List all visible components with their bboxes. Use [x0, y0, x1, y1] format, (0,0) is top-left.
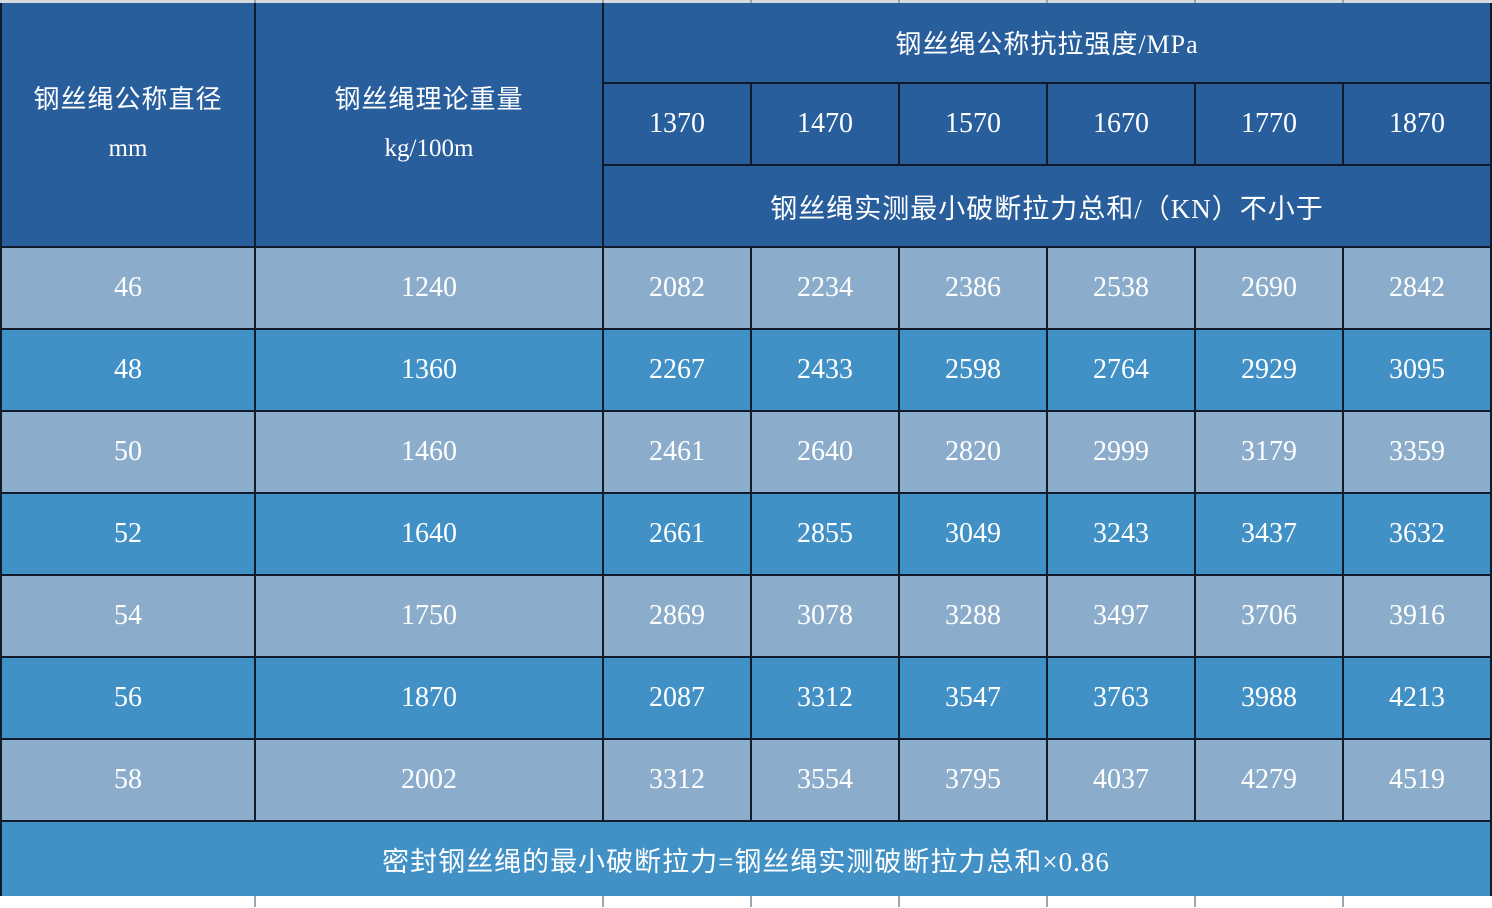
gridline-tick — [1046, 896, 1048, 907]
force-cell: 2234 — [750, 246, 900, 330]
column-header-weight: 钢丝绳理论重量 kg/100m — [254, 3, 604, 248]
diameter-cell: 58 — [0, 738, 256, 822]
force-cell: 2661 — [602, 492, 752, 576]
strength-group-header: 钢丝绳公称抗拉强度/MPa — [602, 3, 1492, 84]
force-cell: 2598 — [898, 328, 1048, 412]
diameter-cell: 56 — [0, 656, 256, 740]
force-cell: 3359 — [1342, 410, 1492, 494]
force-cell: 3243 — [1046, 492, 1196, 576]
diameter-cell: 52 — [0, 492, 256, 576]
gridline-tick — [1342, 896, 1344, 907]
gridline-tick — [750, 896, 752, 907]
force-cell: 3706 — [1194, 574, 1344, 658]
diameter-cell: 48 — [0, 328, 256, 412]
table-row: 48 1360 2267 2433 2598 2764 2929 3095 — [0, 328, 1492, 412]
gridline-tick — [1342, 0, 1344, 3]
weight-cell: 1360 — [254, 328, 604, 412]
table-row: 52 1640 2661 2855 3049 3243 3437 3632 — [0, 492, 1492, 576]
column-header-diameter: 钢丝绳公称直径 mm — [0, 3, 256, 248]
force-cell: 2082 — [602, 246, 752, 330]
gridline-tick — [602, 896, 604, 907]
gridline-tick — [254, 0, 256, 3]
bottom-gridline-strip — [0, 896, 1492, 907]
gridline-tick — [1194, 896, 1196, 907]
force-cell: 2820 — [898, 410, 1048, 494]
diameter-header-unit: mm — [108, 135, 148, 163]
force-cell: 3547 — [898, 656, 1048, 740]
force-cell: 3312 — [602, 738, 752, 822]
force-cell: 2433 — [750, 328, 900, 412]
force-cell: 4037 — [1046, 738, 1196, 822]
wire-rope-spec-table: 钢丝绳公称直径 mm 钢丝绳理论重量 kg/100m 钢丝绳公称抗拉强度/MPa… — [0, 3, 1492, 896]
table-row: 46 1240 2082 2234 2386 2538 2690 2842 — [0, 246, 1492, 330]
diameter-cell: 54 — [0, 574, 256, 658]
force-cell: 3795 — [898, 738, 1048, 822]
force-cell: 3554 — [750, 738, 900, 822]
weight-cell: 1240 — [254, 246, 604, 330]
force-cell: 3078 — [750, 574, 900, 658]
strength-values-row: 1370 1470 1570 1670 1770 1870 — [1, 82, 1492, 166]
force-cell: 3288 — [898, 574, 1048, 658]
table-row: 50 1460 2461 2640 2820 2999 3179 3359 — [0, 410, 1492, 494]
force-cell: 2929 — [1194, 328, 1344, 412]
breaking-force-note-header: 钢丝绳实测最小破断拉力总和/（KN）不小于 — [602, 164, 1492, 248]
force-cell: 4279 — [1194, 738, 1344, 822]
force-cell: 2386 — [898, 246, 1048, 330]
force-cell: 3632 — [1342, 492, 1492, 576]
gridline-tick — [1046, 0, 1048, 3]
diameter-cell: 50 — [0, 410, 256, 494]
table-row: 56 1870 2087 3312 3547 3763 3988 4213 — [0, 656, 1492, 740]
table-row: 58 2002 3312 3554 3795 4037 4279 4519 — [0, 738, 1492, 822]
diameter-cell: 46 — [0, 246, 256, 330]
force-cell: 4213 — [1342, 656, 1492, 740]
force-cell: 3049 — [898, 492, 1048, 576]
force-cell: 3497 — [1046, 574, 1196, 658]
force-cell: 3437 — [1194, 492, 1344, 576]
force-cell: 4519 — [1342, 738, 1492, 822]
force-cell: 2461 — [602, 410, 752, 494]
gridline-tick — [750, 0, 752, 3]
force-cell: 2869 — [602, 574, 752, 658]
table-body: 46 1240 2082 2234 2386 2538 2690 2842 48 1360 2267… — [0, 246, 1492, 822]
force-cell: 3763 — [1046, 656, 1196, 740]
table-row: 54 1750 2869 3078 3288 3497 3706 3916 — [0, 574, 1492, 658]
force-cell: 2842 — [1342, 246, 1492, 330]
force-cell: 3095 — [1342, 328, 1492, 412]
weight-cell: 1870 — [254, 656, 604, 740]
strength-value-header: 1870 — [1342, 82, 1492, 166]
weight-cell: 1750 — [254, 574, 604, 658]
strength-value-header: 1570 — [898, 82, 1048, 166]
top-gridline-strip — [0, 0, 1492, 3]
footer-note: 密封钢丝绳的最小破断拉力=钢丝绳实测破断拉力总和×0.86 — [0, 820, 1492, 896]
gridline-tick — [898, 896, 900, 907]
weight-cell: 2002 — [254, 738, 604, 822]
force-cell: 2690 — [1194, 246, 1344, 330]
force-cell: 2764 — [1046, 328, 1196, 412]
gridline-tick — [602, 0, 604, 3]
force-cell: 2538 — [1046, 246, 1196, 330]
gridline-tick — [254, 896, 256, 907]
gridline-tick — [1194, 0, 1196, 3]
force-cell: 2855 — [750, 492, 900, 576]
weight-cell: 1640 — [254, 492, 604, 576]
strength-value-header: 1370 — [602, 82, 752, 166]
force-cell: 2640 — [750, 410, 900, 494]
weight-header-label: 钢丝绳理论重量 — [334, 84, 524, 114]
force-cell: 3312 — [750, 656, 900, 740]
gridline-tick — [898, 0, 900, 3]
force-cell: 3988 — [1194, 656, 1344, 740]
force-cell: 2087 — [602, 656, 752, 740]
strength-value-header: 1770 — [1194, 82, 1344, 166]
strength-value-header: 1670 — [1046, 82, 1196, 166]
weight-header-unit: kg/100m — [384, 135, 474, 163]
strength-value-header: 1470 — [750, 82, 900, 166]
force-cell: 2267 — [602, 328, 752, 412]
weight-cell: 1460 — [254, 410, 604, 494]
force-cell: 3916 — [1342, 574, 1492, 658]
force-cell: 3179 — [1194, 410, 1344, 494]
force-cell: 2999 — [1046, 410, 1196, 494]
diameter-header-label: 钢丝绳公称直径 — [33, 84, 223, 114]
